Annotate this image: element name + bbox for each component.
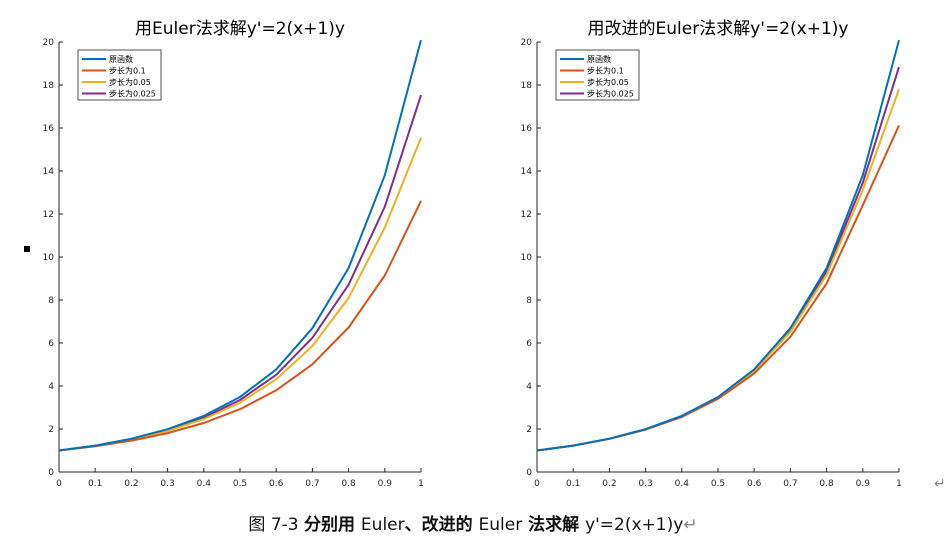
chart-title: 用改进的Euler法求解y'=2(x+1)y [588, 19, 849, 39]
y-tick-label: 8 [48, 296, 54, 306]
y-tick-label: 14 [521, 167, 533, 177]
x-tick-label: 0.4 [197, 479, 212, 489]
y-tick-label: 16 [43, 124, 55, 134]
y-tick-label: 18 [521, 81, 533, 91]
caption-bold: 分别用 [304, 515, 361, 535]
caption-equation: y'=2(x+1)y [585, 515, 684, 535]
caption-mark: ↵ [683, 515, 698, 535]
y-tick-label: 18 [43, 81, 55, 91]
x-tick-label: 0.2 [124, 479, 138, 489]
caption-method2: Euler [478, 515, 523, 535]
x-tick-label: 0.5 [233, 479, 247, 489]
legend-label: 步长为0.1 [109, 66, 146, 76]
caption-bold2: 改进的 [421, 515, 479, 535]
x-tick-label: 0 [56, 479, 62, 489]
y-tick-label: 10 [43, 253, 55, 263]
legend-label: 步长为0.025 [587, 89, 634, 99]
y-tick-label: 2 [48, 425, 54, 435]
chart-improved-euler: 用改进的Euler法求解y'=2(x+1)y 0 0.1 0.2 0.3 0.4 0.5 0.… [521, 19, 902, 489]
x-tick-label: 0.8 [819, 479, 834, 489]
y-tick-label: 12 [521, 210, 532, 220]
paragraph-mark-icon: ↵ [934, 476, 946, 492]
legend-label: 步长为0.05 [109, 77, 151, 87]
x-tick-label: 0.7 [305, 479, 319, 489]
legend-label: 步长为0.025 [109, 89, 156, 99]
x-tick-label: 0.8 [341, 479, 356, 489]
legend-label: 步长为0.05 [587, 77, 629, 87]
x-tick-label: 0.3 [160, 479, 174, 489]
x-tick-label: 1 [418, 479, 424, 489]
bullet-marker [24, 246, 30, 252]
chart-title: 用Euler法求解y'=2(x+1)y [135, 19, 345, 39]
y-tick-label: 16 [521, 124, 533, 134]
y-tick-label: 4 [526, 382, 532, 392]
y-tick-label: 12 [43, 210, 54, 220]
x-tick-label: 0.1 [566, 479, 580, 489]
chart-euler: 用Euler法求解y'=2(x+1)y 0 0.1 0.2 0.3 0.4 0.5 0.6 0.… [43, 19, 424, 489]
series-line [536, 66, 900, 452]
caption-separator: 、 [404, 515, 422, 535]
series-line [58, 200, 422, 452]
y-tick-label: 0 [48, 468, 54, 478]
x-tick-label: 0.5 [711, 479, 725, 489]
series-line [536, 39, 900, 452]
caption-method1: Euler [360, 515, 405, 535]
x-tick-label: 0 [534, 479, 540, 489]
caption-bold3: 法求解 [522, 515, 586, 535]
x-tick-label: 0.2 [602, 479, 616, 489]
series-line [58, 39, 422, 452]
x-tick-label: 0.4 [675, 479, 690, 489]
series-line [536, 124, 900, 452]
x-tick-label: 0.7 [783, 479, 797, 489]
y-tick-label: 2 [526, 425, 532, 435]
x-tick-label: 0.3 [638, 479, 652, 489]
legend-label: 原函数 [587, 54, 611, 64]
y-tick-label: 20 [521, 38, 533, 48]
x-tick-label: 0.9 [856, 479, 871, 489]
y-tick-label: 0 [526, 468, 532, 478]
series-line [58, 137, 422, 452]
y-tick-label: 10 [521, 253, 533, 263]
y-tick-label: 20 [43, 38, 55, 48]
y-tick-label: 4 [48, 382, 54, 392]
y-tick-label: 8 [526, 296, 532, 306]
x-tick-label: 0.6 [269, 479, 284, 489]
y-tick-label: 6 [526, 339, 532, 349]
figure-caption: 图 7-3 分别用 Euler、改进的 Euler 法求解 y'=2(x+1)y… [0, 510, 946, 535]
x-tick-label: 0.9 [378, 479, 393, 489]
y-tick-label: 14 [43, 167, 55, 177]
x-tick-label: 1 [896, 479, 902, 489]
legend-label: 原函数 [109, 54, 133, 64]
x-tick-label: 0.1 [88, 479, 102, 489]
x-tick-label: 0.6 [747, 479, 762, 489]
caption-prefix: 图 7-3 [248, 515, 304, 535]
legend-label: 步长为0.1 [587, 66, 624, 76]
y-tick-label: 6 [48, 339, 54, 349]
